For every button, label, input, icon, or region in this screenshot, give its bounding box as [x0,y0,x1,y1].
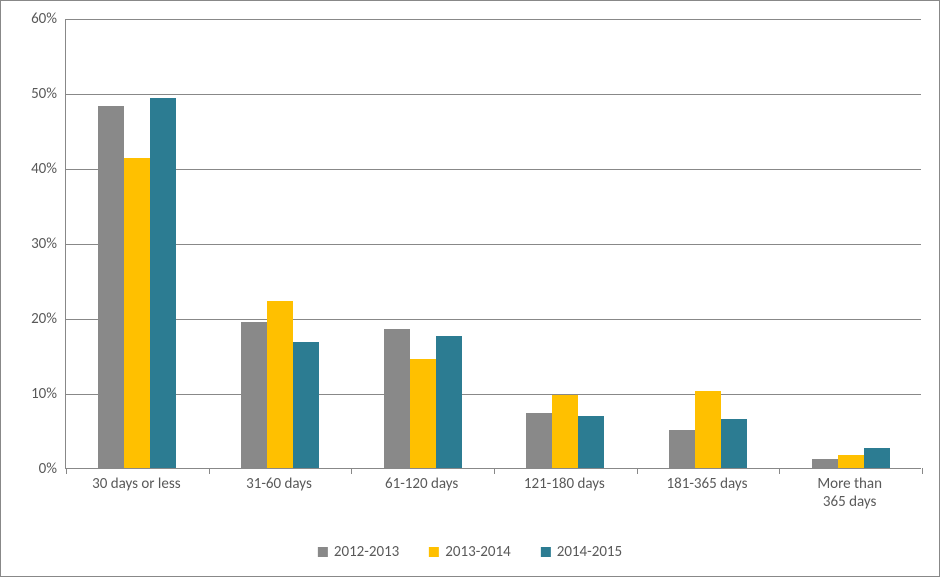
gridline [66,394,921,395]
bar [695,391,721,468]
bar [410,359,436,468]
y-tick-label: 60% [7,10,57,28]
bar [241,322,267,468]
x-tick-mark [494,468,495,474]
y-tick-label: 30% [7,235,57,253]
x-tick-label: More than365 days [778,475,921,511]
x-tick-mark [779,468,780,474]
legend: 2012-2013 2013-2014 2014-2015 [318,543,622,561]
bar [552,395,578,468]
bar [864,448,890,468]
legend-item: 2013-2014 [429,543,510,561]
legend-label: 2013-2014 [445,543,510,561]
legend-item: 2012-2013 [318,543,399,561]
chart-container: 2012-2013 2013-2014 2014-2015 0% 10% 20% 30% 4… [0,0,940,577]
y-tick-label: 50% [7,85,57,103]
legend-swatch [429,547,439,557]
bar [526,413,552,468]
x-tick-label: 61-120 days [350,475,493,493]
bar [578,416,604,469]
x-tick-label: 30 days or less [65,475,208,493]
bar [384,329,410,469]
gridline [66,169,921,170]
bar [293,342,319,468]
y-tick-label: 0% [7,460,57,478]
x-tick-label: 31-60 days [208,475,351,493]
bar [436,336,462,468]
bar [812,459,838,468]
x-tick-mark [209,468,210,474]
x-tick-label: 181-365 days [636,475,779,493]
bar [267,301,293,468]
legend-item: 2014-2015 [541,543,622,561]
bar [124,158,150,469]
legend-swatch [318,547,328,557]
x-tick-mark [922,468,923,474]
gridline [66,94,921,95]
plot-area [65,19,921,469]
legend-swatch [541,547,551,557]
y-tick-label: 20% [7,310,57,328]
x-tick-mark [637,468,638,474]
x-tick-mark [351,468,352,474]
y-tick-label: 40% [7,160,57,178]
y-tick-label: 10% [7,385,57,403]
legend-label: 2012-2013 [334,543,399,561]
gridline [66,19,921,20]
bar [721,419,747,469]
gridline [66,244,921,245]
bar [98,106,124,468]
bar [669,430,695,468]
x-tick-mark [66,468,67,474]
bar [150,98,176,468]
bar [838,455,864,469]
x-tick-label: 121-180 days [493,475,636,493]
legend-label: 2014-2015 [557,543,622,561]
gridline [66,319,921,320]
